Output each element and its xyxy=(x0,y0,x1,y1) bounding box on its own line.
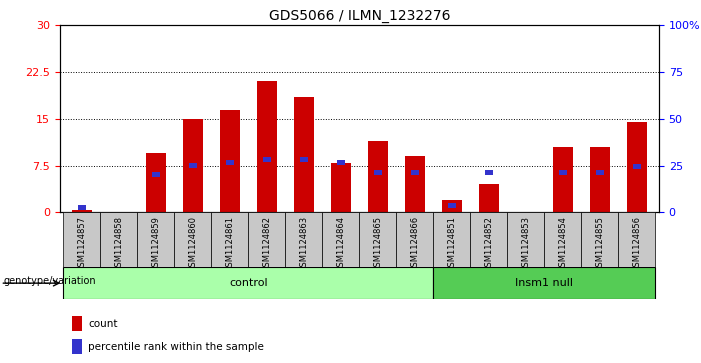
Bar xyxy=(248,212,285,267)
Bar xyxy=(257,82,277,212)
Bar xyxy=(175,212,211,267)
Text: GSM1124856: GSM1124856 xyxy=(632,216,641,272)
Bar xyxy=(285,212,322,267)
Bar xyxy=(211,212,248,267)
Text: percentile rank within the sample: percentile rank within the sample xyxy=(88,342,264,352)
Bar xyxy=(100,212,137,267)
Text: GSM1124858: GSM1124858 xyxy=(114,216,123,272)
Bar xyxy=(322,212,359,267)
Bar xyxy=(484,170,493,175)
Bar xyxy=(226,160,234,165)
Text: GSM1124865: GSM1124865 xyxy=(373,216,382,272)
Text: genotype/variation: genotype/variation xyxy=(4,276,96,286)
Text: GSM1124853: GSM1124853 xyxy=(522,216,530,272)
Bar xyxy=(433,267,655,299)
Text: GSM1124861: GSM1124861 xyxy=(225,216,234,272)
Text: GSM1124859: GSM1124859 xyxy=(151,216,161,272)
Text: GSM1124857: GSM1124857 xyxy=(77,216,86,272)
Bar xyxy=(300,156,308,162)
Text: GSM1124863: GSM1124863 xyxy=(299,216,308,272)
Bar xyxy=(411,170,418,175)
Bar xyxy=(182,119,203,212)
Bar xyxy=(219,110,240,212)
Bar xyxy=(336,160,345,165)
Text: GSM1124852: GSM1124852 xyxy=(484,216,494,272)
Bar xyxy=(508,212,544,267)
Bar xyxy=(559,170,567,175)
Bar xyxy=(63,212,100,267)
Bar xyxy=(367,141,388,212)
Text: GSM1124860: GSM1124860 xyxy=(189,216,197,272)
Bar xyxy=(146,153,166,212)
Bar xyxy=(374,170,382,175)
Bar xyxy=(596,170,604,175)
Bar xyxy=(72,211,92,212)
Bar xyxy=(627,122,647,212)
Bar xyxy=(404,156,425,212)
Text: GSM1124866: GSM1124866 xyxy=(410,216,419,272)
Bar xyxy=(552,147,573,212)
Bar xyxy=(470,212,508,267)
Bar xyxy=(479,184,499,212)
Bar xyxy=(137,212,175,267)
Bar xyxy=(78,205,86,210)
Text: GSM1124862: GSM1124862 xyxy=(262,216,271,272)
Bar xyxy=(433,212,470,267)
Bar xyxy=(618,212,655,267)
Bar xyxy=(590,147,610,212)
Text: GSM1124855: GSM1124855 xyxy=(595,216,604,272)
Bar xyxy=(63,267,433,299)
Text: GSM1124864: GSM1124864 xyxy=(336,216,346,272)
Text: Insm1 null: Insm1 null xyxy=(515,278,573,288)
Bar xyxy=(331,163,351,212)
Title: GDS5066 / ILMN_1232276: GDS5066 / ILMN_1232276 xyxy=(268,9,450,23)
Bar xyxy=(72,316,82,331)
Bar xyxy=(189,163,197,168)
Bar xyxy=(633,164,641,169)
Bar xyxy=(448,203,456,208)
Bar xyxy=(294,97,314,212)
Bar xyxy=(581,212,618,267)
Bar xyxy=(263,156,271,162)
Text: GSM1124851: GSM1124851 xyxy=(447,216,456,272)
Text: GSM1124854: GSM1124854 xyxy=(558,216,567,272)
Bar xyxy=(396,212,433,267)
Bar xyxy=(72,339,82,354)
Bar xyxy=(151,172,160,178)
Text: count: count xyxy=(88,319,118,329)
Bar xyxy=(359,212,396,267)
Bar xyxy=(544,212,581,267)
Text: control: control xyxy=(229,278,268,288)
Bar xyxy=(442,200,462,212)
